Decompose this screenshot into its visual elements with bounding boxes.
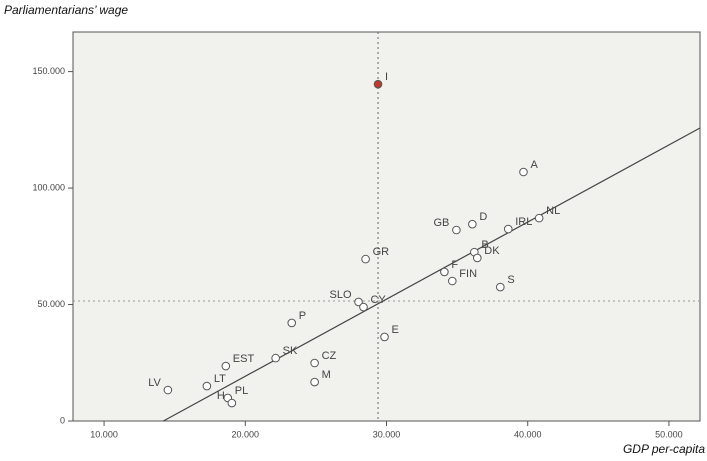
point-label: DK <box>484 245 500 257</box>
x-tick-label: 30.000 <box>373 429 401 439</box>
point-label: NL <box>546 205 560 217</box>
point-label: D <box>479 211 487 223</box>
x-tick-label: 10.000 <box>90 429 118 439</box>
point-label: LV <box>148 377 161 389</box>
point-label: LT <box>214 373 226 385</box>
point-label: B <box>481 239 488 251</box>
point-label: A <box>530 159 538 171</box>
point <box>163 385 173 395</box>
y-tick-label: 50.000 <box>37 299 65 309</box>
point-label: H <box>217 390 225 402</box>
point <box>361 254 370 264</box>
point-label: S <box>507 274 514 286</box>
y-tick-label: 150.000 <box>32 66 65 76</box>
point <box>354 297 363 307</box>
point-label: GB <box>433 217 449 229</box>
point <box>221 361 231 371</box>
y-tick-label: 100.000 <box>32 182 65 192</box>
x-tick-label: 50.000 <box>655 429 683 439</box>
point-label: IRL <box>515 216 532 228</box>
point <box>468 219 477 229</box>
point <box>496 282 505 292</box>
point-label: E <box>392 324 399 336</box>
point <box>310 377 319 387</box>
point-label: M <box>322 369 331 381</box>
point-label: FIN <box>459 268 477 280</box>
point <box>534 213 544 223</box>
x-axis-label: GDP per-capita <box>623 442 705 456</box>
point <box>503 224 513 234</box>
fit-line <box>163 127 701 422</box>
point <box>271 353 280 363</box>
point <box>202 381 212 391</box>
point-label: F <box>451 259 458 271</box>
point <box>359 302 368 312</box>
point-label: PL <box>235 385 248 397</box>
point <box>473 253 482 263</box>
point <box>373 79 383 89</box>
x-tick-label: 40.000 <box>514 429 542 439</box>
y-tick-label: 0 <box>60 415 65 425</box>
point <box>448 276 457 286</box>
point-label: I <box>385 71 388 83</box>
point <box>227 398 237 408</box>
point <box>452 225 461 235</box>
point-label: EST <box>233 353 255 365</box>
point-label: P <box>299 310 306 322</box>
point-label: GR <box>373 246 390 258</box>
plot-area <box>72 31 701 422</box>
point <box>440 267 449 277</box>
x-tick-label: 20.000 <box>232 429 260 439</box>
point <box>380 332 389 342</box>
point <box>519 167 528 177</box>
point <box>287 318 297 328</box>
y-axis-label: Parliamentarians’ wage <box>4 3 128 17</box>
point-label: SLO <box>330 289 352 301</box>
point-label: CY <box>370 294 386 306</box>
point-label: CZ <box>322 350 337 362</box>
point-label: SK <box>283 345 298 357</box>
point <box>310 358 319 368</box>
